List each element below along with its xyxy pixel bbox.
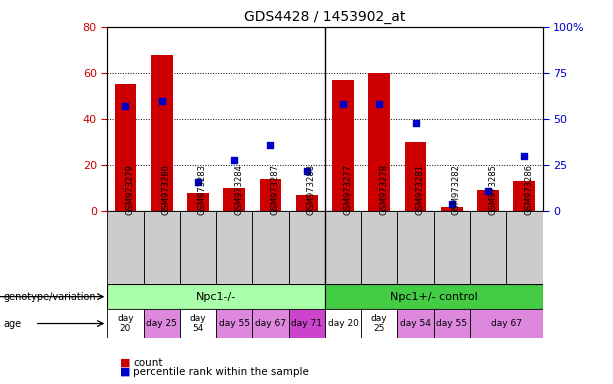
Text: GSM973283: GSM973283 bbox=[198, 164, 207, 215]
Text: day 54: day 54 bbox=[400, 319, 431, 328]
Point bbox=[265, 142, 275, 148]
Bar bbox=[477, 190, 499, 211]
Bar bbox=[470, 309, 543, 338]
Bar bbox=[260, 179, 281, 211]
Text: GSM973285: GSM973285 bbox=[488, 164, 497, 215]
Text: GSM973286: GSM973286 bbox=[524, 164, 533, 215]
Text: ■: ■ bbox=[120, 358, 130, 368]
Bar bbox=[216, 309, 253, 338]
Bar bbox=[325, 309, 361, 338]
Point bbox=[229, 157, 239, 163]
Text: GSM973288: GSM973288 bbox=[306, 164, 316, 215]
Bar bbox=[434, 309, 470, 338]
Text: day 55: day 55 bbox=[436, 319, 467, 328]
Text: GSM973280: GSM973280 bbox=[162, 164, 170, 215]
Bar bbox=[180, 211, 216, 284]
Bar bbox=[296, 195, 318, 211]
Text: day
54: day 54 bbox=[189, 314, 206, 333]
Bar bbox=[368, 73, 390, 211]
Bar bbox=[441, 207, 463, 211]
Text: GSM973277: GSM973277 bbox=[343, 164, 352, 215]
Bar bbox=[325, 284, 543, 309]
Bar bbox=[506, 211, 543, 284]
Bar bbox=[107, 211, 143, 284]
Bar bbox=[223, 188, 245, 211]
Bar bbox=[253, 309, 289, 338]
Bar bbox=[434, 211, 470, 284]
Bar bbox=[253, 211, 289, 284]
Bar bbox=[405, 142, 427, 211]
Text: age: age bbox=[3, 318, 21, 329]
Point bbox=[483, 188, 493, 194]
Text: day 55: day 55 bbox=[219, 319, 249, 328]
Point bbox=[157, 98, 167, 104]
Text: day 25: day 25 bbox=[147, 319, 177, 328]
Text: day 71: day 71 bbox=[291, 319, 322, 328]
Text: day 67: day 67 bbox=[255, 319, 286, 328]
Bar bbox=[216, 211, 253, 284]
Text: day 20: day 20 bbox=[327, 319, 359, 328]
Bar bbox=[143, 309, 180, 338]
Text: ■: ■ bbox=[120, 367, 130, 377]
Text: day
20: day 20 bbox=[117, 314, 134, 333]
Bar bbox=[180, 309, 216, 338]
Text: day
25: day 25 bbox=[371, 314, 387, 333]
Bar bbox=[115, 84, 136, 211]
Point bbox=[338, 101, 348, 108]
Point bbox=[375, 101, 384, 108]
Bar bbox=[397, 211, 433, 284]
Bar bbox=[143, 211, 180, 284]
Bar bbox=[107, 284, 325, 309]
Bar bbox=[289, 211, 325, 284]
Bar bbox=[325, 211, 361, 284]
Bar bbox=[514, 181, 535, 211]
Bar bbox=[361, 211, 397, 284]
Text: count: count bbox=[133, 358, 162, 368]
Bar bbox=[151, 55, 173, 211]
Text: GSM973284: GSM973284 bbox=[234, 164, 243, 215]
Text: Npc1+/- control: Npc1+/- control bbox=[390, 291, 478, 302]
Title: GDS4428 / 1453902_at: GDS4428 / 1453902_at bbox=[244, 10, 406, 25]
Point bbox=[447, 201, 457, 207]
Point bbox=[411, 120, 421, 126]
Text: GSM973281: GSM973281 bbox=[416, 164, 425, 215]
Point bbox=[519, 153, 529, 159]
Text: percentile rank within the sample: percentile rank within the sample bbox=[133, 367, 309, 377]
Text: GSM973278: GSM973278 bbox=[379, 164, 388, 215]
Text: GSM973282: GSM973282 bbox=[452, 164, 461, 215]
Bar bbox=[187, 193, 209, 211]
Bar bbox=[470, 211, 506, 284]
Bar bbox=[289, 309, 325, 338]
Text: GSM973279: GSM973279 bbox=[126, 164, 134, 215]
Text: day 67: day 67 bbox=[491, 319, 522, 328]
Bar bbox=[332, 80, 354, 211]
Bar bbox=[107, 309, 143, 338]
Point bbox=[193, 179, 203, 185]
Text: GSM973287: GSM973287 bbox=[270, 164, 280, 215]
Text: Npc1-/-: Npc1-/- bbox=[196, 291, 236, 302]
Point bbox=[302, 167, 311, 174]
Text: genotype/variation: genotype/variation bbox=[3, 291, 96, 302]
Bar bbox=[361, 309, 397, 338]
Bar bbox=[397, 309, 433, 338]
Point bbox=[121, 103, 131, 109]
